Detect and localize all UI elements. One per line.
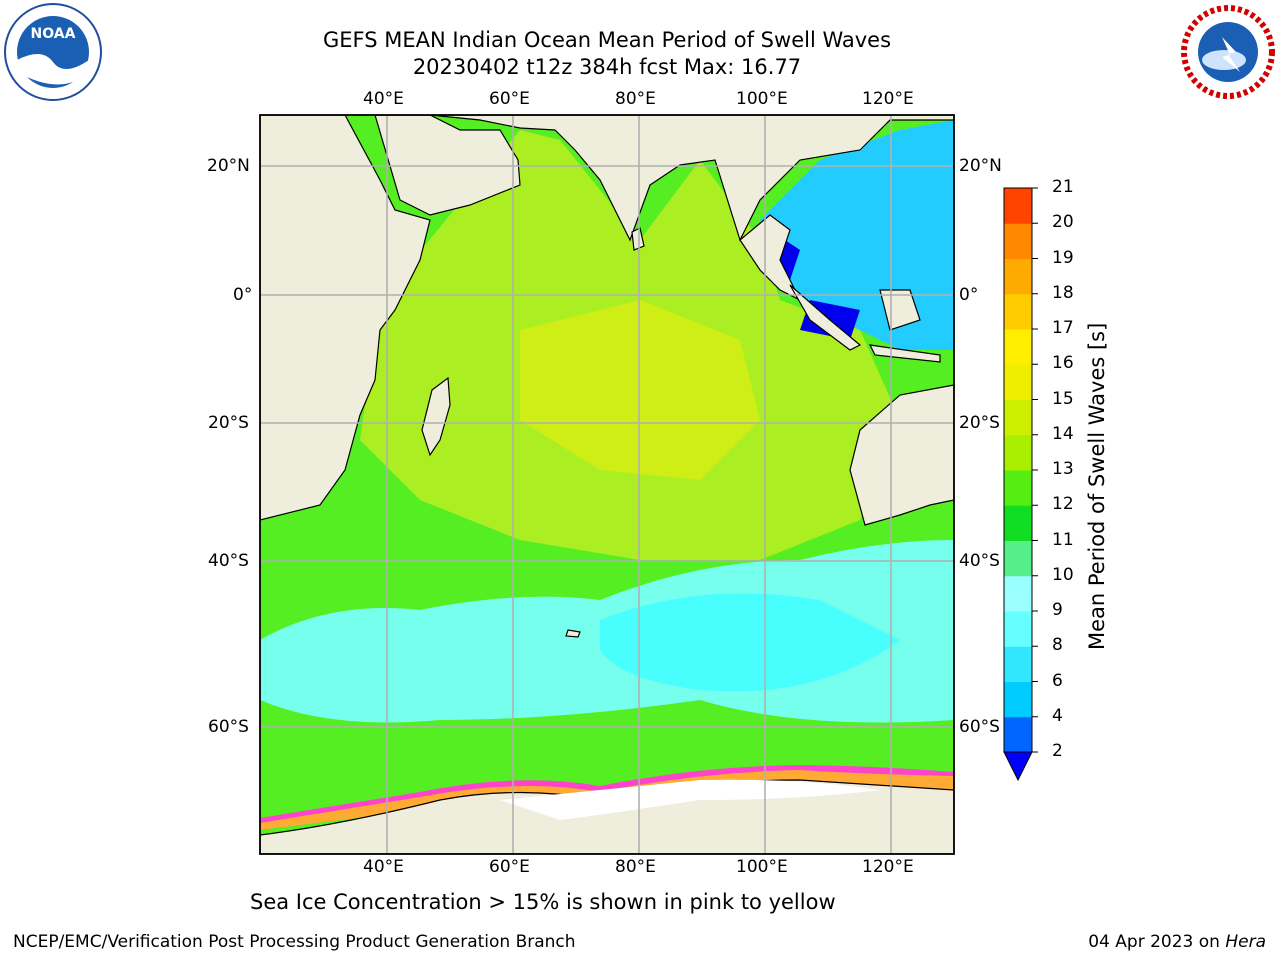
colorbar-segment (1004, 223, 1032, 259)
australia-land (849, 384, 954, 526)
colorbar-tick-label: 13 (1052, 459, 1074, 479)
colorbar-segment (1004, 681, 1032, 718)
java-land (868, 344, 941, 363)
colorbar-segment (1004, 399, 1032, 436)
swell-core (520, 300, 760, 480)
lon-label-bottom-100e: 100°E (736, 857, 788, 877)
lat-label-right-0: 0° (959, 285, 979, 305)
colorbar-tick-label: 9 (1052, 600, 1063, 620)
colorbar-segment (1004, 364, 1032, 400)
footer-date: 04 Apr 2023 on Hera (1088, 932, 1266, 952)
borneo-land (879, 289, 921, 331)
colorbar-tick-label: 10 (1052, 564, 1074, 585)
lat-label-right-20s: 20°S (959, 413, 1000, 433)
lat-label-left-60s: 60°S (208, 717, 249, 737)
asia-land (429, 115, 954, 242)
colorbar-tick-label: 4 (1052, 705, 1063, 726)
sea-ice-caption: Sea Ice Concentration > 15% is shown in … (250, 890, 836, 914)
colorbar (1003, 187, 1038, 782)
colorbar-tick-label: 18 (1052, 282, 1074, 303)
gridlines (260, 115, 954, 854)
colorbar-segment (1004, 575, 1032, 612)
colorbar-tick-label: 20 (1052, 212, 1074, 233)
lat-label-left-20n: 20°N (207, 156, 250, 176)
sea-ice-edge (260, 765, 954, 823)
colorbar-tick-label: 17 (1052, 318, 1074, 338)
kerguelen-land (565, 629, 581, 638)
lat-label-right-20n: 20°N (959, 156, 1002, 176)
colorbar-segment (1004, 716, 1032, 753)
colorbar-segment (1004, 329, 1032, 365)
footer-host: Hera (1225, 932, 1266, 952)
colorbar-segment (1004, 611, 1032, 647)
colorbar-tick-label: 14 (1052, 423, 1074, 444)
lat-label-left-40s: 40°S (208, 551, 249, 571)
footer-date-text: 04 Apr 2023 on (1088, 932, 1226, 952)
lon-label-bottom-60e: 60°E (489, 857, 530, 877)
colorbar-segment (1004, 293, 1032, 330)
lon-label-top-80e: 80°E (615, 89, 656, 109)
swell-low-core (600, 593, 900, 692)
colorbar-tick-label: 15 (1052, 388, 1074, 409)
ice-shelf (500, 779, 880, 820)
colorbar-segment (1004, 258, 1032, 295)
colorbar-segment (1004, 540, 1032, 577)
map-frame (259, 114, 955, 855)
colorbar-tick-label: 21 (1052, 177, 1074, 197)
srilanka-land (631, 227, 645, 251)
lat-label-left-0: 0° (233, 285, 253, 305)
lon-label-top-40e: 40°E (363, 89, 404, 109)
lon-label-bottom-40e: 40°E (363, 857, 404, 877)
sumatra-land (789, 284, 862, 351)
colorbar-tick-label: 12 (1052, 494, 1074, 515)
nws-logo (1180, 4, 1276, 100)
lon-label-bottom-120e: 120°E (862, 857, 914, 877)
footer-credit: NCEP/EMC/Verification Post Processing Pr… (13, 932, 576, 952)
chart-title: GEFS MEAN Indian Ocean Mean Period of Sw… (322, 28, 892, 52)
colorbar-label: Mean Period of Swell Waves [s] (1085, 322, 1109, 650)
lat-label-right-40s: 40°S (959, 551, 1000, 571)
lon-label-top-100e: 100°E (736, 89, 788, 109)
colorbar-tick-label: 6 (1052, 670, 1063, 691)
colorbar-tick-label: 2 (1052, 741, 1063, 761)
lon-label-top-120e: 120°E (862, 89, 914, 109)
lat-label-left-20s: 20°S (208, 413, 249, 433)
colorbar-tick-label: 11 (1052, 529, 1074, 550)
lon-label-bottom-80e: 80°E (615, 857, 656, 877)
swell-seasia-min (760, 230, 860, 340)
colorbar-tick-label: 8 (1052, 635, 1063, 656)
madagascar-land (421, 376, 451, 457)
colorbar-extend-arrow (1003, 751, 1033, 782)
colorbar-segment (1004, 434, 1032, 471)
lat-label-right-60s: 60°S (959, 717, 1000, 737)
colorbar-segment (1004, 505, 1032, 541)
lon-label-top-60e: 60°E (489, 89, 530, 109)
colorbar-tick-label: 16 (1052, 353, 1074, 374)
colorbar-segment (1004, 646, 1032, 682)
colorbar-segment (1004, 470, 1032, 506)
arabia-land (374, 115, 521, 216)
indochina-land (739, 214, 802, 302)
colorbar-segment (1004, 188, 1032, 224)
colorbar-tick-label: 19 (1052, 247, 1074, 268)
chart-subtitle: 20230402 t12z 384h fcst Max: 16.77 (412, 55, 802, 79)
svg-text:NOAA: NOAA (31, 26, 76, 42)
noaa-logo: NOAA (4, 3, 102, 101)
